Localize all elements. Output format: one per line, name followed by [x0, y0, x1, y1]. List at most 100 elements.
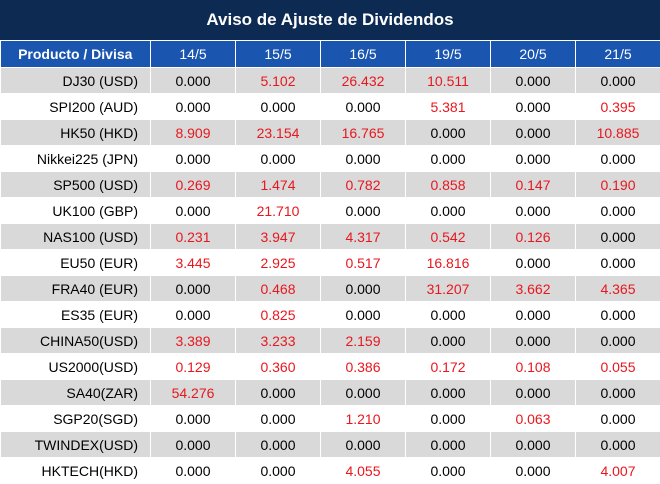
header-date: 20/5: [491, 41, 576, 68]
value-cell: 4.365: [576, 276, 660, 302]
value-cell: 0.129: [151, 354, 236, 380]
value-cell: 0.000: [151, 432, 236, 458]
value-cell: 0.000: [151, 302, 236, 328]
value-cell: 0.000: [151, 146, 236, 172]
value-cell: 21.710: [236, 198, 321, 224]
value-cell: 0.782: [321, 172, 406, 198]
value-cell: 0.000: [151, 276, 236, 302]
value-cell: 0.000: [321, 94, 406, 120]
value-cell: 3.947: [236, 224, 321, 250]
value-cell: 0.858: [406, 172, 491, 198]
value-cell: 0.000: [321, 198, 406, 224]
value-cell: 0.000: [576, 328, 660, 354]
product-cell: FRA40 (EUR): [1, 276, 151, 302]
product-cell: UK100 (GBP): [1, 198, 151, 224]
value-cell: 0.000: [491, 380, 576, 406]
value-cell: 10.511: [406, 68, 491, 94]
value-cell: 0.000: [151, 94, 236, 120]
value-cell: 0.360: [236, 354, 321, 380]
value-cell: 0.000: [321, 432, 406, 458]
page-title: Aviso de Ajuste de Dividendos: [0, 0, 660, 41]
value-cell: 0.000: [406, 380, 491, 406]
header-row: Producto / Divisa 14/5 15/5 16/5 19/5 20…: [1, 41, 660, 68]
value-cell: 0.000: [576, 250, 660, 276]
product-cell: SP500 (USD): [1, 172, 151, 198]
value-cell: 23.154: [236, 120, 321, 146]
value-cell: 0.000: [576, 432, 660, 458]
header-product: Producto / Divisa: [1, 41, 151, 68]
value-cell: 3.233: [236, 328, 321, 354]
value-cell: 0.825: [236, 302, 321, 328]
value-cell: 16.765: [321, 120, 406, 146]
value-cell: 0.000: [491, 94, 576, 120]
value-cell: 0.000: [236, 94, 321, 120]
value-cell: 0.000: [321, 276, 406, 302]
value-cell: 4.317: [321, 224, 406, 250]
value-cell: 0.231: [151, 224, 236, 250]
value-cell: 16.816: [406, 250, 491, 276]
value-cell: 0.000: [236, 380, 321, 406]
value-cell: 0.055: [576, 354, 660, 380]
value-cell: 1.210: [321, 406, 406, 432]
value-cell: 0.000: [491, 198, 576, 224]
value-cell: 31.207: [406, 276, 491, 302]
value-cell: 0.000: [151, 68, 236, 94]
value-cell: 0.000: [151, 198, 236, 224]
value-cell: 0.172: [406, 354, 491, 380]
header-date: 21/5: [576, 41, 660, 68]
value-cell: 0.000: [321, 380, 406, 406]
value-cell: 10.885: [576, 120, 660, 146]
product-cell: DJ30 (USD): [1, 68, 151, 94]
value-cell: 0.000: [576, 406, 660, 432]
value-cell: 0.000: [406, 302, 491, 328]
value-cell: 0.000: [406, 328, 491, 354]
product-cell: HKTECH(HKD): [1, 458, 151, 484]
value-cell: 0.108: [491, 354, 576, 380]
value-cell: 0.269: [151, 172, 236, 198]
value-cell: 0.000: [491, 328, 576, 354]
product-cell: ES35 (EUR): [1, 302, 151, 328]
value-cell: 0.000: [236, 458, 321, 484]
value-cell: 3.389: [151, 328, 236, 354]
value-cell: 5.381: [406, 94, 491, 120]
value-cell: 5.102: [236, 68, 321, 94]
table-header: Producto / Divisa 14/5 15/5 16/5 19/5 20…: [1, 41, 660, 68]
product-cell: HK50 (HKD): [1, 120, 151, 146]
value-cell: 1.474: [236, 172, 321, 198]
value-cell: 0.000: [151, 406, 236, 432]
product-cell: TWINDEX(USD): [1, 432, 151, 458]
value-cell: 0.000: [576, 68, 660, 94]
value-cell: 0.000: [406, 406, 491, 432]
value-cell: 0.126: [491, 224, 576, 250]
product-cell: SA40(ZAR): [1, 380, 151, 406]
value-cell: 4.007: [576, 458, 660, 484]
header-date: 19/5: [406, 41, 491, 68]
value-cell: 0.517: [321, 250, 406, 276]
value-cell: 0.000: [406, 458, 491, 484]
value-cell: 0.147: [491, 172, 576, 198]
product-cell: Nikkei225 (JPN): [1, 146, 151, 172]
value-cell: 0.000: [576, 146, 660, 172]
value-cell: 0.000: [576, 224, 660, 250]
value-cell: 0.000: [576, 198, 660, 224]
header-date: 15/5: [236, 41, 321, 68]
dividend-table: Producto / Divisa 14/5 15/5 16/5 19/5 20…: [0, 41, 660, 484]
value-cell: 0.000: [406, 120, 491, 146]
value-cell: 0.000: [491, 432, 576, 458]
value-cell: 0.468: [236, 276, 321, 302]
